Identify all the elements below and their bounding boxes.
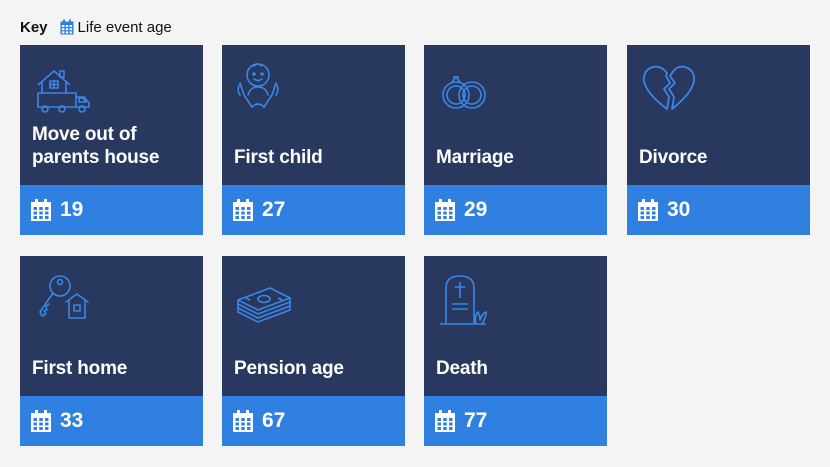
card-header: First child — [222, 45, 405, 185]
baby-icon — [234, 57, 294, 117]
calendar-icon — [30, 409, 52, 433]
event-age: 77 — [464, 409, 488, 432]
card-header: Marriage — [424, 45, 607, 185]
moving-house-icon — [32, 57, 92, 117]
event-card-pension-age: Pension age 67 — [222, 256, 405, 446]
card-label: Divorce — [639, 147, 708, 168]
card-header: Divorce — [627, 45, 810, 185]
wedding-rings-icon — [436, 57, 496, 117]
event-age: 67 — [262, 409, 286, 432]
card-label: Marriage — [436, 147, 514, 168]
calendar-icon — [232, 409, 254, 433]
event-card-marriage: Marriage 29 — [424, 45, 607, 235]
event-age: 33 — [60, 409, 84, 432]
calendar-icon — [30, 198, 52, 222]
card-age-bar: 67 — [222, 396, 405, 446]
card-age-bar: 77 — [424, 396, 607, 446]
card-label: Pension age — [234, 358, 344, 379]
card-age-bar: 33 — [20, 396, 203, 446]
house-key-icon — [32, 268, 92, 328]
key-title: Key — [20, 18, 48, 36]
card-age-bar: 30 — [627, 185, 810, 235]
calendar-icon — [637, 198, 659, 222]
key-legend: Key Life event age — [20, 17, 172, 37]
key-label: Life event age — [77, 18, 172, 36]
calendar-icon — [434, 409, 456, 433]
card-age-bar: 27 — [222, 185, 405, 235]
card-label: First child — [234, 147, 323, 168]
event-age: 27 — [262, 198, 286, 221]
card-header: First home — [20, 256, 203, 396]
broken-heart-icon — [639, 57, 699, 117]
calendar-icon — [232, 198, 254, 222]
event-age: 30 — [667, 198, 691, 221]
event-card-first-home: First home 33 — [20, 256, 203, 446]
card-label: Death — [436, 358, 488, 379]
calendar-icon — [434, 198, 456, 222]
event-age: 19 — [60, 198, 84, 221]
event-card-death: Death 77 — [424, 256, 607, 446]
calendar-icon — [60, 19, 74, 35]
card-header: Move out of parents house — [20, 45, 203, 185]
card-age-bar: 29 — [424, 185, 607, 235]
event-card-move-out: Move out of parents house 19 — [20, 45, 203, 235]
event-age: 29 — [464, 198, 488, 221]
event-card-divorce: Divorce 30 — [627, 45, 810, 235]
card-label: First home — [32, 358, 128, 379]
money-stack-icon — [234, 268, 294, 328]
event-card-first-child: First child 27 — [222, 45, 405, 235]
gravestone-icon — [436, 268, 496, 328]
card-age-bar: 19 — [20, 185, 203, 235]
card-header: Death — [424, 256, 607, 396]
card-label: Move out of parents house — [32, 124, 160, 168]
card-header: Pension age — [222, 256, 405, 396]
